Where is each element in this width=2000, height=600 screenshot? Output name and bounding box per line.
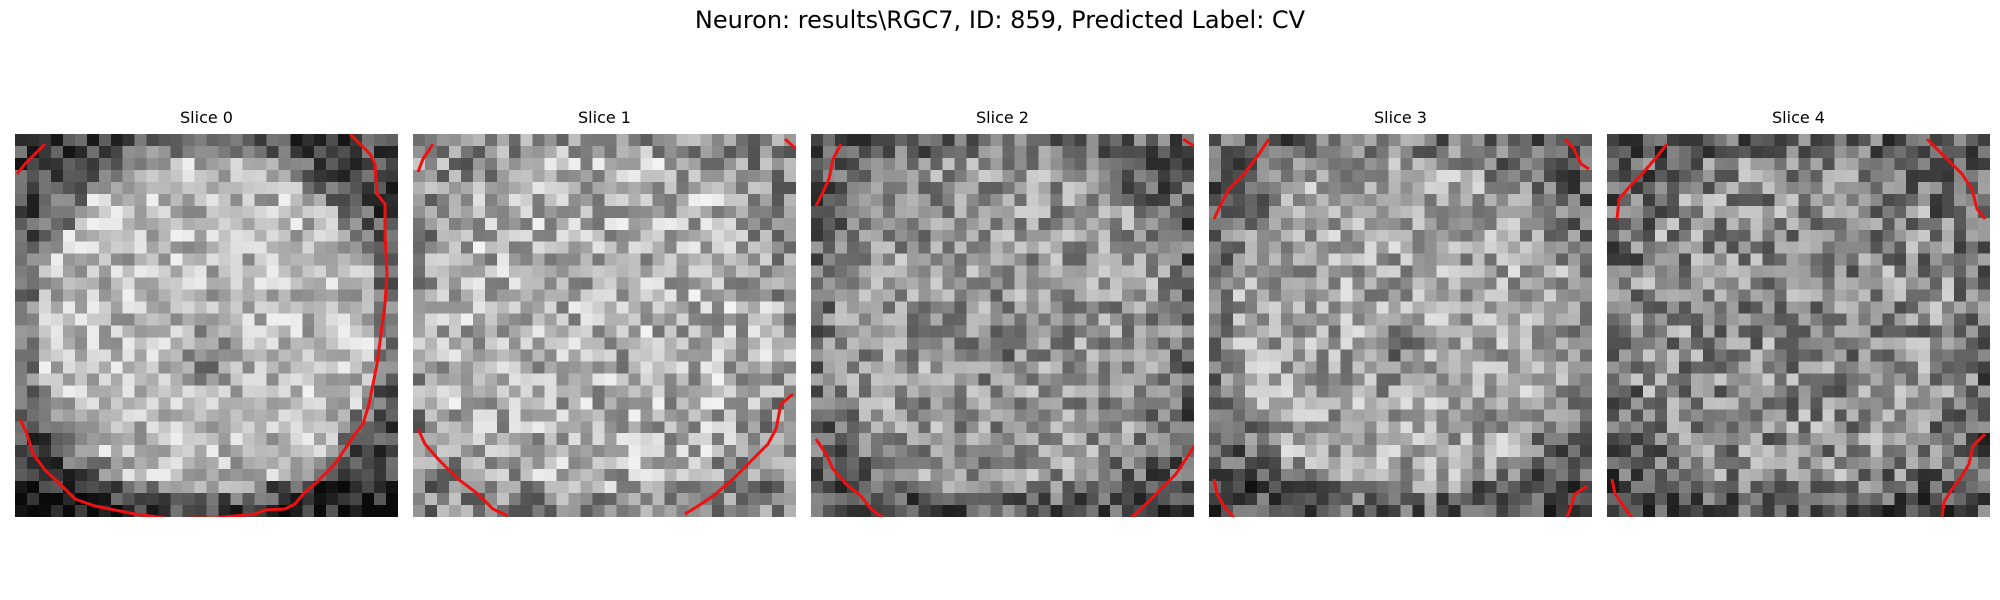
slice-title: Slice 2: [976, 108, 1029, 127]
slice-title: Slice 4: [1772, 108, 1825, 127]
slice-title: Slice 0: [180, 108, 233, 127]
contour-overlay: [1610, 137, 1987, 517]
slice-title: Slice 3: [1374, 108, 1427, 127]
slice-panel-2: Slice 2: [811, 108, 1194, 517]
grayscale-slice: [811, 134, 1194, 517]
slice-image: [1209, 134, 1592, 517]
contour-overlay: [15, 134, 389, 517]
slice-image: [413, 134, 796, 517]
slice-title: Slice 1: [578, 108, 631, 127]
contour-overlay: [814, 137, 1194, 517]
slice-panel-4: Slice 4: [1607, 108, 1990, 517]
slice-image: [811, 134, 1194, 517]
grayscale-slice: [413, 134, 796, 517]
grayscale-slice: [1209, 134, 1592, 517]
slice-panel-3: Slice 3: [1209, 108, 1592, 517]
contour-overlay: [1212, 137, 1590, 517]
grayscale-slice: [15, 134, 398, 517]
contour-overlay: [416, 137, 796, 517]
grayscale-slice: [1607, 134, 1990, 517]
slice-panel-0: Slice 0: [15, 108, 398, 517]
figure-title: Neuron: results\RGC7, ID: 859, Predicted…: [694, 6, 1306, 34]
slice-image: [15, 134, 398, 517]
slice-panel-1: Slice 1: [413, 108, 796, 517]
slice-image: [1607, 134, 1990, 517]
